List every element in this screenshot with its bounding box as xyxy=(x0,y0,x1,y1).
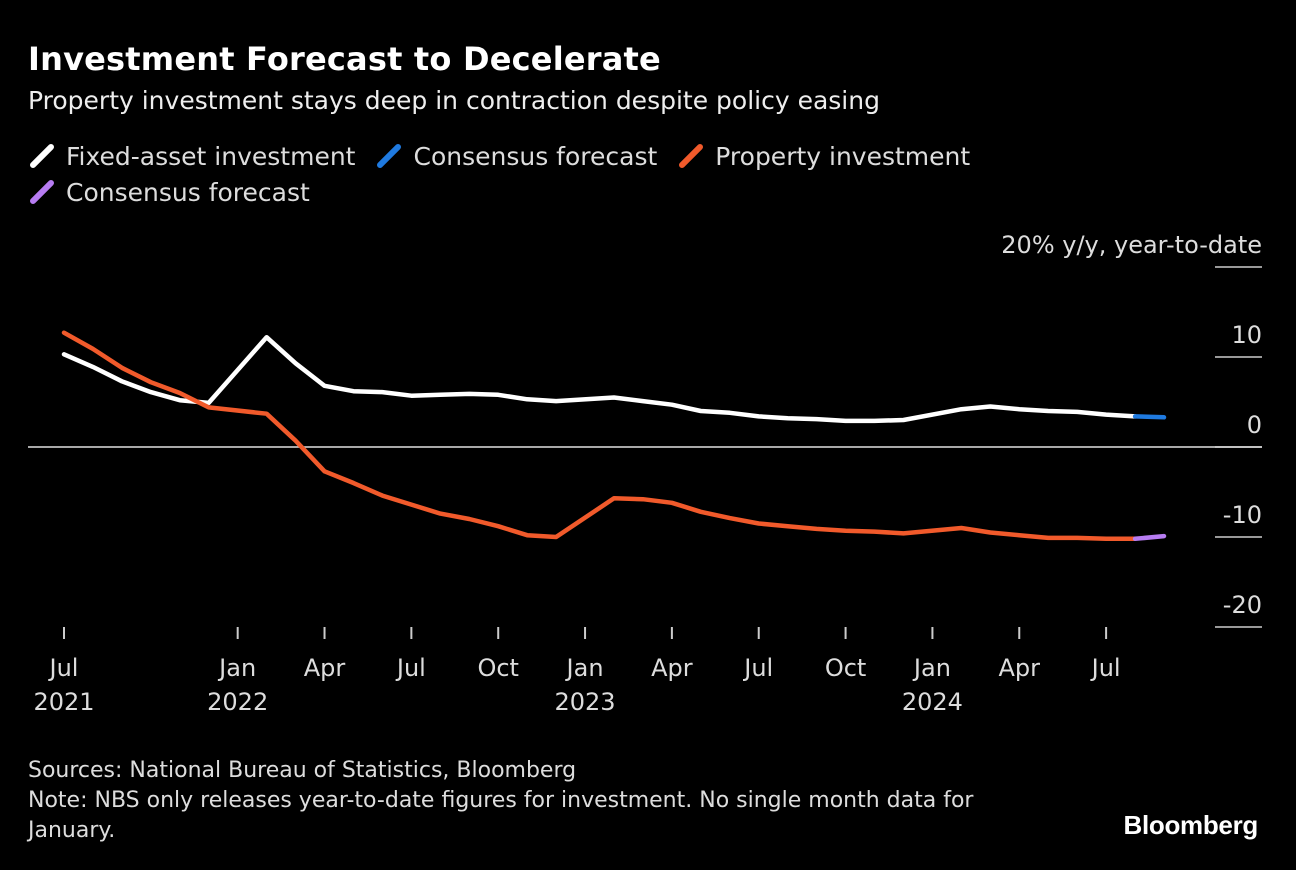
y-tick-label: 20% y/y, year-to-date xyxy=(1001,231,1262,259)
legend-swatch-property xyxy=(679,144,704,168)
x-tick-label: Jan xyxy=(912,654,951,682)
chart-title: Investment Forecast to Decelerate xyxy=(28,40,661,78)
x-tick-label: Jul xyxy=(395,654,426,682)
y-tick-label: 10 xyxy=(1231,321,1262,349)
legend-item-property-forecast: Consensus forecast xyxy=(28,176,310,208)
x-tick-label: Oct xyxy=(477,654,519,682)
series-line-fai-forecast xyxy=(1132,414,1167,420)
chart-subtitle: Property investment stays deep in contra… xyxy=(28,86,880,115)
y-tick-label: 0 xyxy=(1247,411,1262,439)
legend-item-fai-forecast: Consensus forecast xyxy=(375,140,657,172)
series-line-fixed-asset xyxy=(61,334,1138,424)
note-text: Note: NBS only releases year-to-date fig… xyxy=(28,788,974,843)
legend-label-property: Property investment xyxy=(715,141,971,171)
x-tick-label: Jan xyxy=(217,654,256,682)
legend-item-property: Property investment xyxy=(677,140,970,172)
legend-label-property-forecast: Consensus forecast xyxy=(66,177,310,207)
x-tick-year: 2021 xyxy=(33,688,94,716)
x-tick-label: Apr xyxy=(998,654,1040,682)
bloomberg-logo: Bloomberg xyxy=(1123,810,1258,840)
footer: Sources: National Bureau of Statistics, … xyxy=(28,756,1028,846)
x-tick-year: 2023 xyxy=(555,688,616,716)
legend-swatch-fixed-asset xyxy=(30,144,54,168)
series-line-property-forecast xyxy=(1132,533,1167,542)
x-tick-label: Jul xyxy=(742,654,773,682)
x-tick-year: 2024 xyxy=(902,688,963,716)
x-tick-label: Oct xyxy=(825,654,867,682)
x-tick-label: Apr xyxy=(651,654,693,682)
legend-label-fai-forecast: Consensus forecast xyxy=(413,141,658,171)
legend-swatch-property-forecast xyxy=(30,180,54,204)
legend-label-fixed-asset: Fixed-asset investment xyxy=(66,141,356,171)
x-tick-label: Jul xyxy=(48,654,79,682)
sources-text: Sources: National Bureau of Statistics, … xyxy=(28,758,577,783)
series-line-property xyxy=(61,330,1138,542)
x-tick-label: Jan xyxy=(565,654,604,682)
x-tick-label: Apr xyxy=(304,654,346,682)
legend: Fixed-asset investment Consensus forecas… xyxy=(28,140,1068,208)
y-tick-label: -20 xyxy=(1223,591,1262,619)
y-tick-label: -10 xyxy=(1223,501,1262,529)
legend-swatch-fai-forecast xyxy=(377,144,402,168)
x-tick-year: 2022 xyxy=(207,688,268,716)
legend-item-fixed-asset: Fixed-asset investment xyxy=(28,140,355,172)
x-tick-label: Jul xyxy=(1090,654,1121,682)
